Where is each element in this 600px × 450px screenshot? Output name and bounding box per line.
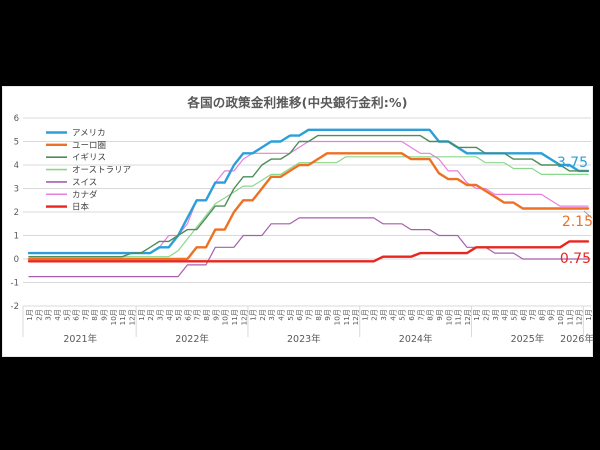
- end-value-label-日本: 0.75: [560, 251, 591, 267]
- y-axis-tick-label: 2: [14, 208, 19, 218]
- x-axis-month-label: 12月: [239, 309, 248, 325]
- series-line-アメリカ: [27, 128, 590, 255]
- x-axis-month-label: 9月: [211, 309, 220, 321]
- x-axis-month-label: 8月: [202, 309, 211, 321]
- x-axis-year-label: 2024年: [399, 333, 433, 345]
- x-axis-month-label: 12月: [351, 309, 360, 325]
- x-axis-month-label: 7月: [528, 309, 537, 321]
- x-axis-month-label: 7月: [193, 309, 202, 321]
- y-axis-tick-label: -1: [11, 279, 19, 289]
- x-axis-month-label: 5月: [286, 309, 295, 321]
- x-axis-month-label: 2月: [370, 309, 379, 321]
- label-leader-line: [583, 210, 593, 219]
- x-axis-month-label: 8月: [90, 309, 99, 321]
- x-axis-year-label: 2022年: [175, 333, 209, 345]
- x-axis-month-label: 5月: [174, 309, 183, 321]
- x-axis-month-label: 6月: [519, 309, 528, 321]
- x-axis-month-label: 1月: [137, 309, 146, 321]
- x-axis-month-label: 3月: [44, 309, 53, 321]
- x-axis-month-label: 5月: [62, 309, 71, 321]
- x-axis-month-label: 1月: [472, 309, 481, 321]
- x-axis-year-label: 2021年: [63, 333, 97, 345]
- x-axis-month-label: 11月: [565, 309, 574, 325]
- x-axis-month-label: 10月: [556, 309, 565, 325]
- x-axis-month-label: 12月: [463, 309, 472, 325]
- x-axis-month-label: 4月: [388, 309, 397, 321]
- x-axis-year-label: 2023年: [287, 333, 321, 345]
- x-axis-month-label: 4月: [53, 309, 62, 321]
- legend-label-カナダ: カナダ: [72, 189, 98, 200]
- x-axis-month-label: 1月: [360, 309, 369, 321]
- x-axis-month-label: 4月: [277, 309, 286, 321]
- x-axis-month-label: 10月: [444, 309, 453, 325]
- y-axis-tick-label: 6: [14, 114, 19, 124]
- end-value-label-アメリカ: 3.75: [557, 155, 588, 171]
- chart-card: 各国の政策金利推移(中央銀行金利:%) 6 5 4 3 2 1 0 -1 -2 1月 2月 3月 4月 5…: [2, 86, 594, 357]
- x-axis-month-label: 12月: [575, 309, 584, 325]
- legend-label-アメリカ: アメリカ: [72, 129, 106, 139]
- x-axis-month-label: 9月: [323, 309, 332, 321]
- legend-label-イギリス: イギリス: [72, 153, 106, 163]
- x-axis-month-label: 9月: [547, 309, 556, 321]
- x-axis-month-label: 2月: [146, 309, 155, 321]
- x-axis-month-label: 7月: [81, 309, 90, 321]
- x-axis-month-label: 11月: [454, 309, 463, 325]
- y-axis-tick-label: 5: [14, 138, 19, 148]
- x-axis-month-label: 9月: [100, 309, 109, 321]
- series-line-イギリス: [28, 134, 589, 258]
- x-axis-month-label: 11月: [118, 309, 127, 325]
- x-axis-month-label: 10月: [221, 309, 230, 325]
- x-axis-month-label: 4月: [165, 309, 174, 321]
- x-axis-month-label: 6月: [407, 309, 416, 321]
- x-axis-month-label: 3月: [379, 309, 388, 321]
- series-line-スイス: [28, 217, 589, 278]
- y-axis-tick-label: 3: [14, 185, 19, 195]
- x-axis-month-label: 1月: [25, 309, 34, 321]
- legend-label-オーストラリア: オーストラリア: [72, 166, 131, 176]
- x-axis-month-label: 3月: [267, 309, 276, 321]
- x-axis-month-label: 6月: [295, 309, 304, 321]
- x-axis-month-label: 2月: [34, 309, 43, 321]
- end-value-label-ユーロ圏: 2.15: [562, 214, 593, 230]
- x-axis-month-label: 1月: [584, 309, 593, 321]
- x-axis-month-label: 4月: [500, 309, 509, 321]
- x-axis-month-label: 8月: [314, 309, 323, 321]
- x-axis-month-label: 10月: [332, 309, 341, 325]
- x-axis-month-label: 3月: [155, 309, 164, 321]
- x-axis-month-label: 7月: [305, 309, 314, 321]
- y-axis-tick-label: 1: [14, 232, 19, 242]
- x-axis-month-label: 5月: [398, 309, 407, 321]
- y-axis-tick-label: -2: [11, 302, 19, 312]
- x-axis-month-label: 6月: [72, 309, 81, 321]
- x-axis-month-label: 11月: [342, 309, 351, 325]
- x-axis-month-label: 9月: [435, 309, 444, 321]
- series-line-ユーロ圏: [27, 152, 590, 261]
- x-axis-month-label: 6月: [183, 309, 192, 321]
- y-axis-tick-label: 4: [14, 161, 19, 171]
- x-axis-month-label: 12月: [127, 309, 136, 325]
- x-axis-month-label: 2月: [258, 309, 267, 321]
- series-line-カナダ: [28, 140, 589, 254]
- x-axis-month-label: 3月: [491, 309, 500, 321]
- chart-title: 各国の政策金利推移(中央銀行金利:%): [187, 95, 408, 110]
- x-axis-month-label: 5月: [509, 309, 518, 321]
- legend-label-日本: 日本: [72, 202, 90, 213]
- x-axis-year-label: 2026年: [560, 333, 594, 345]
- legend-label-ユーロ圏: ユーロ圏: [72, 141, 106, 151]
- x-axis-month-label: 7月: [416, 309, 425, 321]
- x-axis-month-label: 8月: [426, 309, 435, 321]
- series-line-日本: [27, 240, 590, 263]
- legend-label-スイス: スイス: [72, 178, 97, 188]
- x-axis-month-label: 2月: [482, 309, 491, 321]
- y-axis-tick-label: 0: [14, 255, 19, 265]
- x-axis-month-label: 1月: [249, 309, 258, 321]
- x-axis-month-label: 10月: [109, 309, 118, 325]
- x-axis-month-label: 11月: [230, 309, 239, 325]
- x-axis-month-label: 8月: [537, 309, 546, 321]
- x-axis-year-label: 2025年: [511, 333, 545, 345]
